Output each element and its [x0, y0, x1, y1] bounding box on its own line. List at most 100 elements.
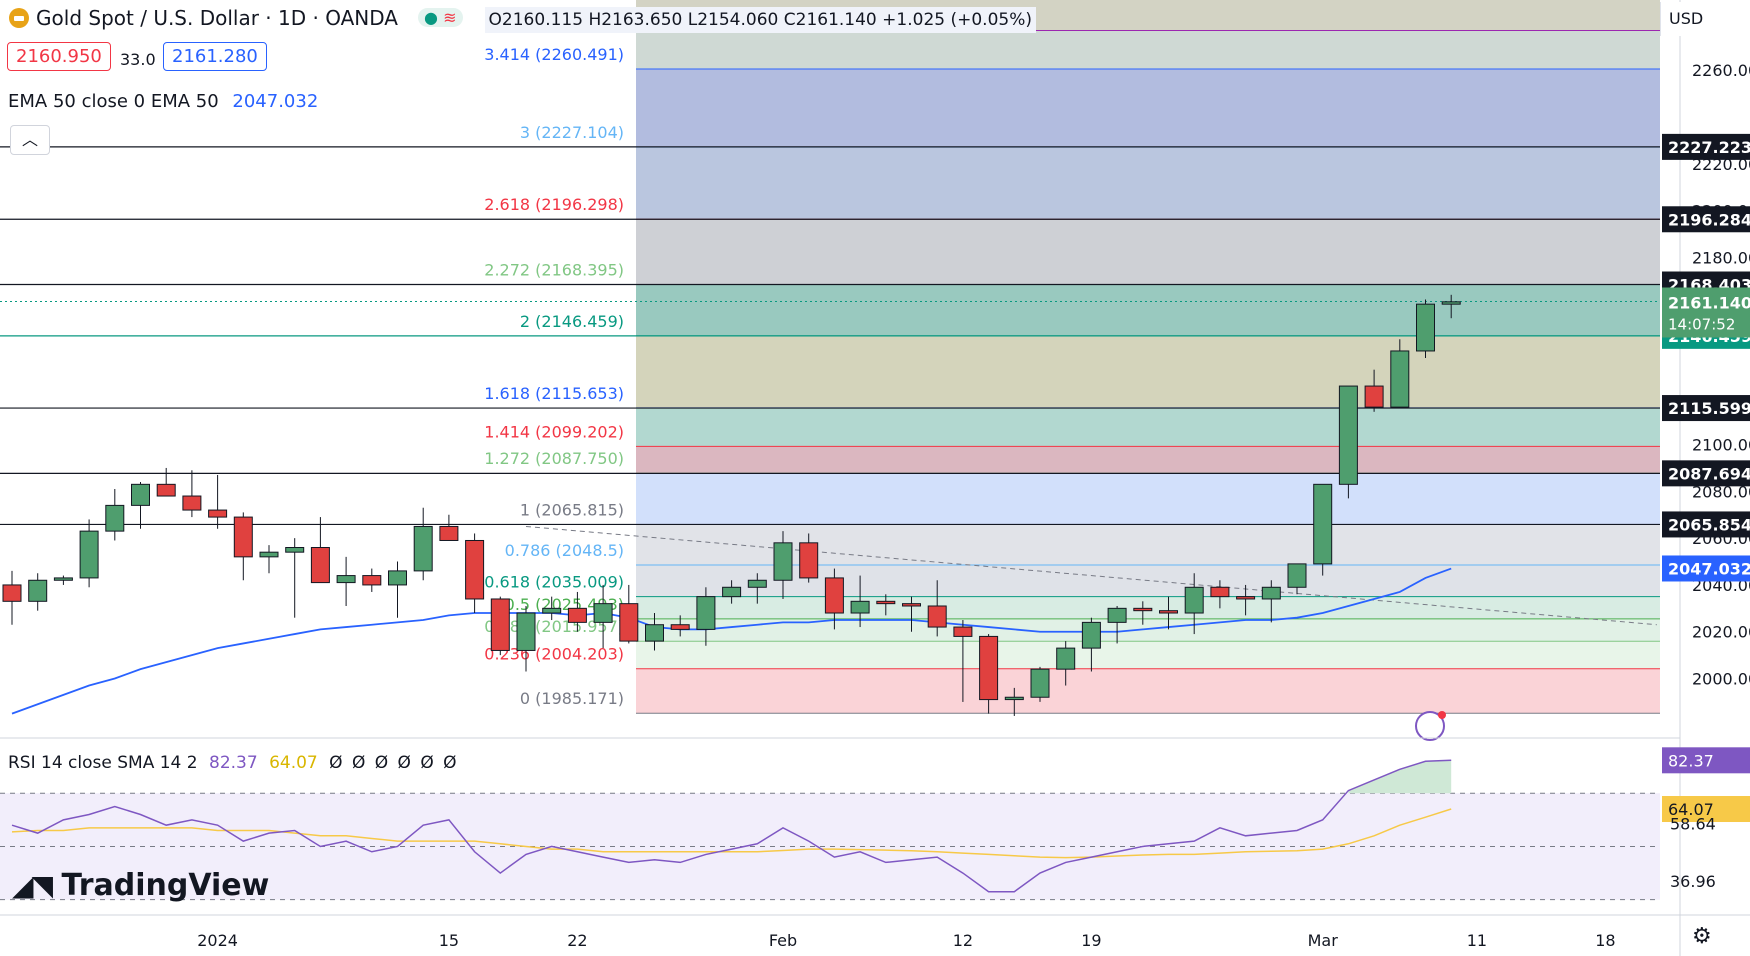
- fib-zone: [636, 473, 1660, 525]
- countdown-text: 14:07:52: [1668, 315, 1735, 333]
- price-tick-label: 2100.000: [1692, 436, 1750, 455]
- candle-body: [722, 586, 742, 598]
- fib-zone: [636, 147, 1660, 220]
- fib-level-label: 2.618 (2196.298): [484, 195, 624, 214]
- rsi-sma-tag: [1662, 796, 1750, 823]
- time-tick-label: 22: [567, 931, 587, 950]
- ema-legend-value: 2047.032: [232, 91, 319, 112]
- candle-body: [1416, 303, 1435, 352]
- collapse-legend-button[interactable]: ︿: [10, 125, 50, 155]
- candle-body: [1390, 350, 1410, 408]
- ema-legend[interactable]: EMA 50 close 0 EMA 50 2047.032: [8, 91, 318, 112]
- rsi-tick-label: 58.64: [1670, 814, 1716, 833]
- rsi-empty-value: Ø: [397, 753, 411, 773]
- time-tick-label: 19: [1081, 931, 1101, 950]
- rsi-legend[interactable]: RSI 14 close SMA 14 2 82.37 64.07 Ø Ø Ø …: [8, 753, 457, 773]
- candle-body: [876, 600, 896, 605]
- currency-label: USD: [1669, 9, 1704, 28]
- price-label-text: 2047.032: [1668, 559, 1750, 578]
- candle-body: [542, 607, 562, 614]
- ohlc-open: O2160.115: [488, 10, 584, 30]
- candle-body: [439, 525, 459, 541]
- symbol-title[interactable]: Gold Spot / U.S. Dollar · 1D · OANDA: [36, 6, 398, 30]
- fib-zone: [636, 407, 1660, 447]
- time-tick-label: Mar: [1308, 931, 1339, 950]
- rsi-value-text: 82.37: [1668, 751, 1714, 770]
- currency-selector[interactable]: USD: [1660, 2, 1747, 36]
- tradingview-logo-icon: ◢◥: [12, 869, 53, 902]
- trendline: [525, 525, 1657, 626]
- price-label-tag: [1662, 133, 1750, 160]
- candle-body: [799, 542, 819, 579]
- price-label-tag: [1662, 206, 1750, 233]
- ema-legend-label: EMA 50 close 0 EMA 50: [8, 91, 219, 112]
- price-label-tag: [1662, 555, 1750, 582]
- fib-zone: [636, 618, 1660, 642]
- time-tick-label: 18: [1595, 931, 1615, 950]
- fib-level-label: 0 (1985.171): [520, 689, 624, 708]
- chevron-up-icon: ︿: [21, 130, 38, 149]
- last-price-tag: [1662, 287, 1750, 338]
- rsi-empty-value: Ø: [329, 753, 343, 773]
- fib-zone: [636, 335, 1660, 408]
- candle-body: [310, 547, 330, 584]
- candle-body: [1107, 607, 1127, 623]
- candle-body: [131, 483, 150, 506]
- fib-zone: [636, 30, 1660, 70]
- rsi-empty-value: Ø: [443, 753, 457, 773]
- ohlc-change: +1.025 (+0.05%): [882, 10, 1033, 30]
- fib-zone: [636, 596, 1660, 619]
- fib-zone: [636, 69, 1660, 148]
- candle-body: [1030, 668, 1050, 698]
- alert-icon: [1415, 711, 1446, 741]
- candle-body: [182, 495, 202, 511]
- fib-zone: [636, 641, 1660, 669]
- logo-text: TradingView: [61, 868, 270, 903]
- ohlc-low: L2154.060: [687, 10, 779, 30]
- candle-body: [645, 624, 664, 642]
- time-tick-label: 15: [439, 931, 459, 950]
- fib-level-label: 0.618 (2035.009): [484, 573, 624, 592]
- price-label-tag: [1662, 395, 1750, 422]
- price-label-text: 2065.854: [1668, 515, 1750, 534]
- price-tick-label: 2180.000: [1692, 248, 1750, 267]
- candle-body: [1338, 385, 1358, 485]
- fib-level-label: 1.414 (2099.202): [484, 422, 624, 441]
- fib-level-label: 1 (2065.815): [520, 501, 624, 520]
- rsi-line: [11, 759, 1452, 893]
- price-label-tag: [1662, 511, 1750, 538]
- candle-body: [465, 539, 485, 600]
- price-label-tag: [1662, 460, 1750, 487]
- candle-body: [1133, 607, 1153, 612]
- chart-header: Gold Spot / U.S. Dollar · 1D · OANDA ● ≋…: [8, 6, 1037, 33]
- price-label-text: 2115.599: [1668, 399, 1750, 418]
- candle-body: [156, 483, 176, 497]
- candle-body: [1236, 596, 1256, 600]
- candle-body: [747, 579, 767, 588]
- ask-price-button[interactable]: 2161.280: [163, 42, 267, 71]
- candle-body: [1313, 483, 1333, 565]
- bid-price-button[interactable]: 2160.950: [7, 42, 111, 71]
- fib-level-label: 3 (2227.104): [520, 123, 624, 142]
- time-tick-label: 11: [1467, 931, 1487, 950]
- rsi-legend-value: 82.37: [209, 753, 258, 773]
- candle-body: [1159, 610, 1178, 614]
- candles: [2, 294, 1461, 716]
- rsi-tick-label: 36.96: [1670, 872, 1716, 891]
- market-status-icon[interactable]: ● ≋: [418, 8, 463, 27]
- candle-body: [388, 570, 407, 586]
- candle-body: [567, 607, 587, 623]
- candle-body: [979, 635, 999, 701]
- alert-icon-circle: [1415, 711, 1445, 741]
- candle-body: [927, 605, 947, 628]
- gold-coin-icon: [9, 8, 29, 28]
- candle-body: [2, 584, 22, 602]
- candle-body: [208, 509, 228, 518]
- rsi-sma-legend-value: 64.07: [269, 753, 318, 773]
- candle-body: [1184, 586, 1204, 614]
- fib-level-label: 3.414 (2260.491): [484, 45, 624, 64]
- tradingview-logo[interactable]: ◢◥ TradingView: [12, 868, 269, 903]
- ema-line: [11, 567, 1452, 715]
- settings-gear-icon[interactable]: ⚙: [1692, 924, 1712, 949]
